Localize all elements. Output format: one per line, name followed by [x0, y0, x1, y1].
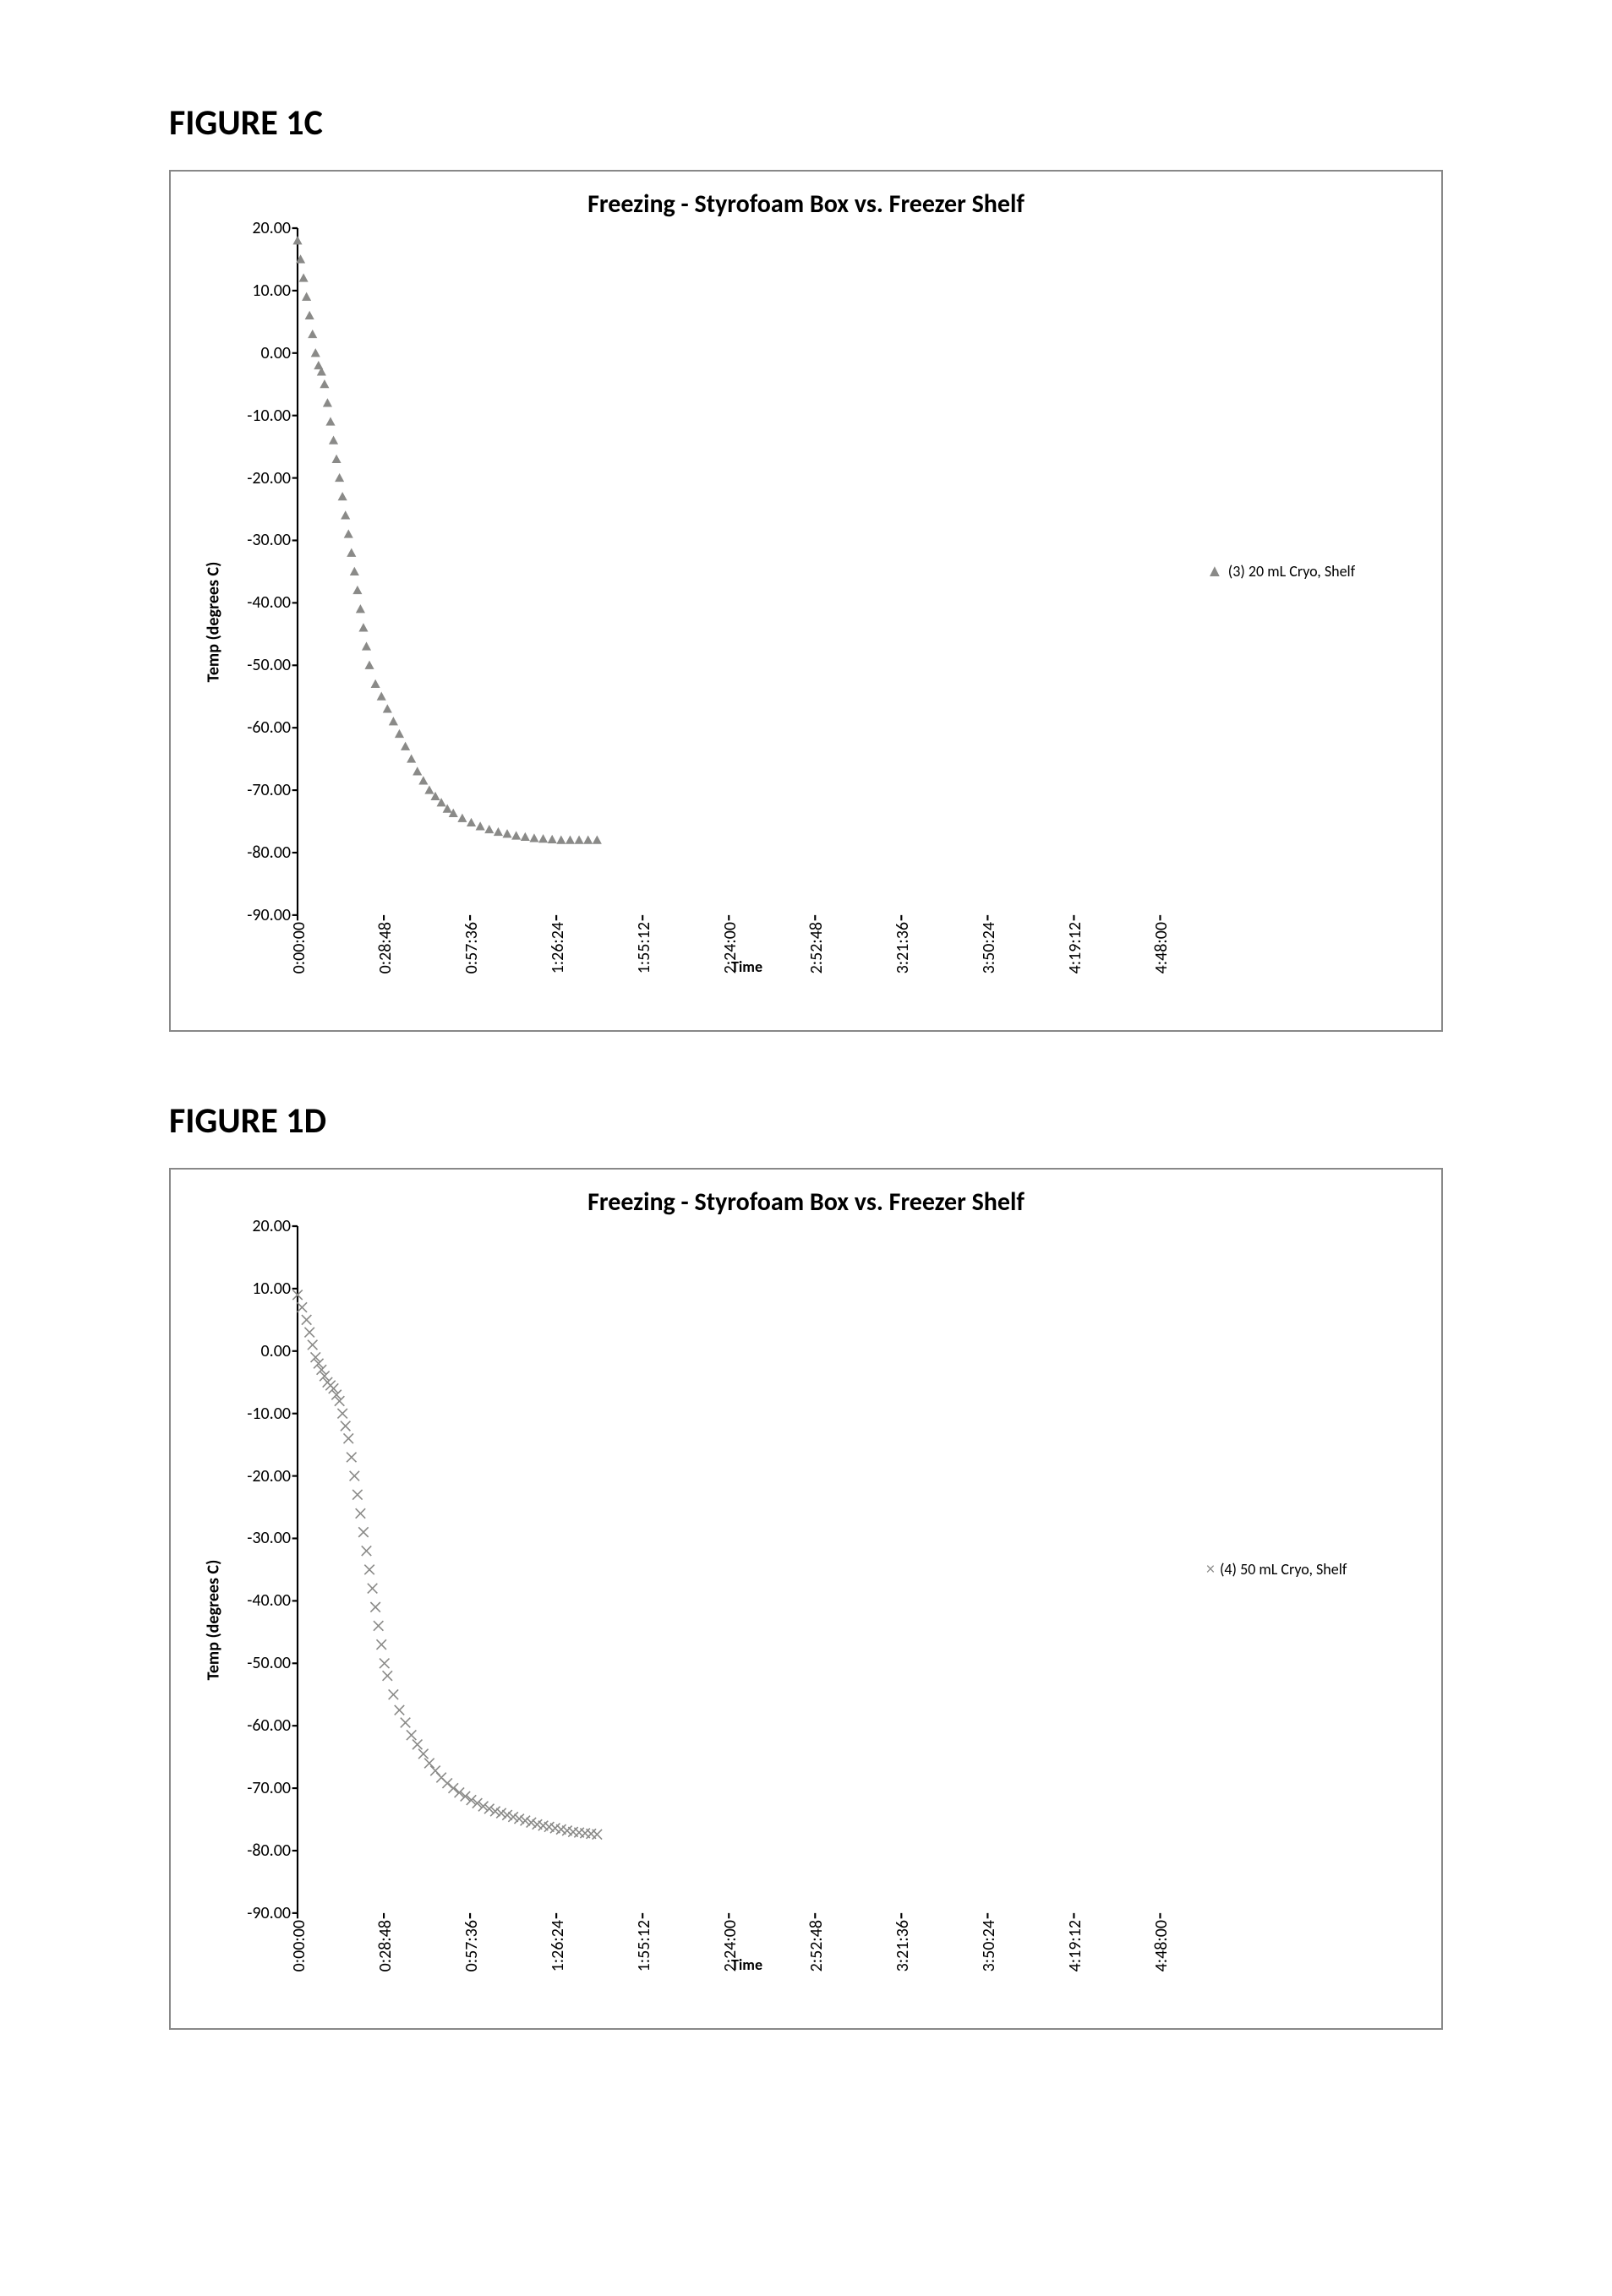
y-axis-label-wrap: Temp (degrees C) — [196, 1226, 230, 2015]
x-tick: 2:52:48 — [806, 1920, 827, 1972]
y-tick: -10.00 — [247, 406, 291, 426]
x-ticks-row: 0:00:000:28:480:57:361:26:241:55:122:24:… — [230, 915, 1416, 1017]
chart-box: Freezing - Styrofoam Box vs. Freezer She… — [169, 170, 1443, 1032]
y-tick: -20.00 — [247, 468, 291, 488]
x-ticks: 0:00:000:28:480:57:361:26:241:55:122:24:… — [298, 1913, 1196, 2015]
plot-wrap: 20.0010.000.00-10.00-20.00-30.00-40.00-5… — [230, 228, 1416, 1017]
legend-marker-icon: ▲ — [1206, 561, 1223, 581]
plot-area — [298, 228, 1196, 915]
y-tick: -40.00 — [247, 592, 291, 613]
x-tick: 0:00:00 — [289, 1920, 309, 1972]
x-tick: 0:28:48 — [375, 1920, 396, 1972]
figure-block: FIGURE 1D Freezing - Styrofoam Box vs. F… — [169, 1099, 1443, 2030]
y-tick: -40.00 — [247, 1590, 291, 1611]
y-tick: -30.00 — [247, 530, 291, 550]
y-axis-label: Temp (degrees C) — [203, 562, 223, 683]
x-tick: 2:52:48 — [806, 922, 827, 973]
x-ticks-spacer — [1196, 1913, 1416, 2015]
figure-block: FIGURE 1C Freezing - Styrofoam Box vs. F… — [169, 101, 1443, 1032]
x-axis-label: Time — [731, 1955, 762, 1974]
x-ticks-row: 0:00:000:28:480:57:361:26:241:55:122:24:… — [230, 1913, 1416, 2015]
y-tick: -90.00 — [247, 1903, 291, 1923]
legend-text: (3) 20 mL Cryo, Shelf — [1228, 562, 1355, 581]
y-tick: -30.00 — [247, 1528, 291, 1548]
figure-label: FIGURE 1C — [169, 101, 1443, 145]
x-tick: 1:26:24 — [548, 922, 568, 973]
y-tick: 0.00 — [261, 1341, 291, 1361]
x-tick: 0:57:36 — [462, 922, 482, 973]
y-tick: -20.00 — [247, 1466, 291, 1486]
y-tick: -60.00 — [247, 717, 291, 738]
chart-body: Temp (degrees C) 20.0010.000.00-10.00-20… — [196, 1226, 1416, 2015]
chart-title: Freezing - Styrofoam Box vs. Freezer She… — [196, 1186, 1416, 1218]
y-tick: -80.00 — [247, 1841, 291, 1861]
y-ticks: 20.0010.000.00-10.00-20.00-30.00-40.00-5… — [230, 228, 298, 915]
y-tick: -70.00 — [247, 1778, 291, 1798]
x-tick: 4:19:12 — [1065, 922, 1085, 973]
chart-box: Freezing - Styrofoam Box vs. Freezer She… — [169, 1168, 1443, 2030]
x-tick: 4:19:12 — [1065, 1920, 1085, 1972]
plot-area — [298, 1226, 1196, 1913]
figure-label: FIGURE 1D — [169, 1099, 1443, 1143]
y-tick: 10.00 — [252, 281, 291, 301]
y-tick: 20.00 — [252, 218, 291, 238]
legend: × (4) 50 mL Cryo, Shelf — [1196, 1226, 1416, 1913]
y-tick: -90.00 — [247, 905, 291, 925]
y-tick: 20.00 — [252, 1216, 291, 1236]
x-tick: 4:48:00 — [1151, 922, 1172, 973]
legend-marker-icon: × — [1206, 1559, 1215, 1579]
x-tick: 4:48:00 — [1151, 1920, 1172, 1972]
x-tick: 3:21:36 — [893, 1920, 913, 1972]
x-tick: 1:26:24 — [548, 1920, 568, 1972]
y-tick: -60.00 — [247, 1715, 291, 1736]
x-tick: 3:50:24 — [979, 1920, 999, 1972]
y-ticks: 20.0010.000.00-10.00-20.00-30.00-40.00-5… — [230, 1226, 298, 1913]
y-tick: 0.00 — [261, 343, 291, 363]
y-tick: -80.00 — [247, 843, 291, 863]
plot-svg-row: 20.0010.000.00-10.00-20.00-30.00-40.00-5… — [230, 228, 1416, 915]
plot-wrap: 20.0010.000.00-10.00-20.00-30.00-40.00-5… — [230, 1226, 1416, 2015]
y-axis-label: Temp (degrees C) — [203, 1560, 223, 1681]
x-ticks-spacer — [1196, 915, 1416, 1017]
y-tick: 10.00 — [252, 1279, 291, 1299]
x-ticks-spacer — [230, 915, 298, 1017]
plot-svg-row: 20.0010.000.00-10.00-20.00-30.00-40.00-5… — [230, 1226, 1416, 1913]
y-tick: -10.00 — [247, 1404, 291, 1424]
x-tick: 0:57:36 — [462, 1920, 482, 1972]
legend-text: (4) 50 mL Cryo, Shelf — [1220, 1560, 1347, 1579]
y-axis-label-wrap: Temp (degrees C) — [196, 228, 230, 1017]
figures-root: FIGURE 1C Freezing - Styrofoam Box vs. F… — [169, 101, 1443, 2030]
x-tick: 0:00:00 — [289, 922, 309, 973]
x-tick: 1:55:12 — [634, 922, 654, 973]
x-tick: 0:28:48 — [375, 922, 396, 973]
x-axis-label: Time — [731, 957, 762, 976]
x-ticks: 0:00:000:28:480:57:361:26:241:55:122:24:… — [298, 915, 1196, 1017]
x-tick: 1:55:12 — [634, 1920, 654, 1972]
chart-title: Freezing - Styrofoam Box vs. Freezer She… — [196, 188, 1416, 220]
x-tick: 3:50:24 — [979, 922, 999, 973]
x-tick: 3:21:36 — [893, 922, 913, 973]
x-ticks-spacer — [230, 1913, 298, 2015]
legend: ▲ (3) 20 mL Cryo, Shelf — [1196, 228, 1416, 915]
y-tick: -70.00 — [247, 780, 291, 800]
chart-body: Temp (degrees C) 20.0010.000.00-10.00-20… — [196, 228, 1416, 1017]
y-tick: -50.00 — [247, 1653, 291, 1673]
y-tick: -50.00 — [247, 655, 291, 675]
